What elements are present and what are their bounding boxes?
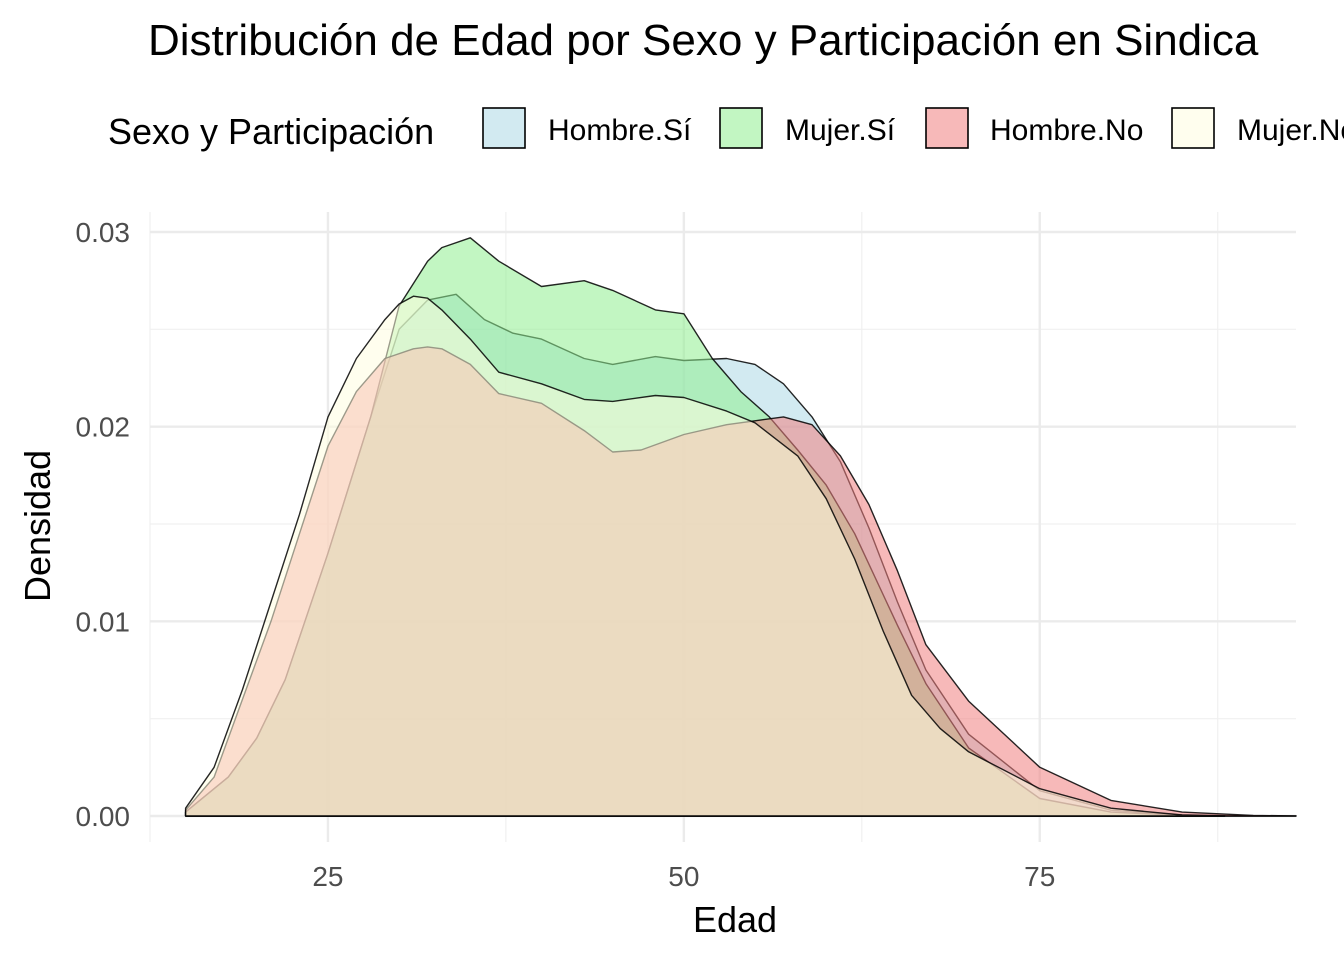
y-tick-label: 0.00 bbox=[76, 801, 131, 832]
legend-title: Sexo y Participación bbox=[108, 111, 434, 152]
x-tick-label: 25 bbox=[312, 861, 343, 892]
y-tick-label: 0.03 bbox=[76, 217, 131, 248]
ticks: 25 50 75 0.00 0.01 0.02 0.03 bbox=[76, 217, 1056, 892]
legend: Sexo y Participación Hombre.Sí Mujer.Sí Ho… bbox=[108, 107, 1344, 152]
y-tick-label: 0.01 bbox=[76, 606, 131, 637]
legend-label: Hombre.Sí bbox=[548, 114, 692, 147]
y-tick-label: 0.02 bbox=[76, 412, 131, 443]
y-axis-title: Densidad bbox=[17, 450, 58, 602]
density-area-mujer-no bbox=[184, 295, 1226, 817]
legend-label: Hombre.No bbox=[990, 114, 1143, 147]
legend-key-mujer-s- bbox=[719, 107, 763, 149]
x-tick-label: 50 bbox=[668, 861, 699, 892]
legend-key-mujer-no bbox=[1171, 107, 1215, 149]
legend-label: Mujer.No bbox=[1237, 114, 1344, 147]
legend-key-hombre-s- bbox=[482, 107, 526, 149]
chart-title: Distribución de Edad por Sexo y Particip… bbox=[148, 16, 1259, 65]
legend-key-hombre-no bbox=[925, 107, 969, 149]
x-tick-label: 75 bbox=[1024, 861, 1055, 892]
series-layer bbox=[184, 237, 1297, 817]
x-axis-title: Edad bbox=[693, 899, 777, 940]
legend-label: Mujer.Sí bbox=[785, 114, 896, 147]
